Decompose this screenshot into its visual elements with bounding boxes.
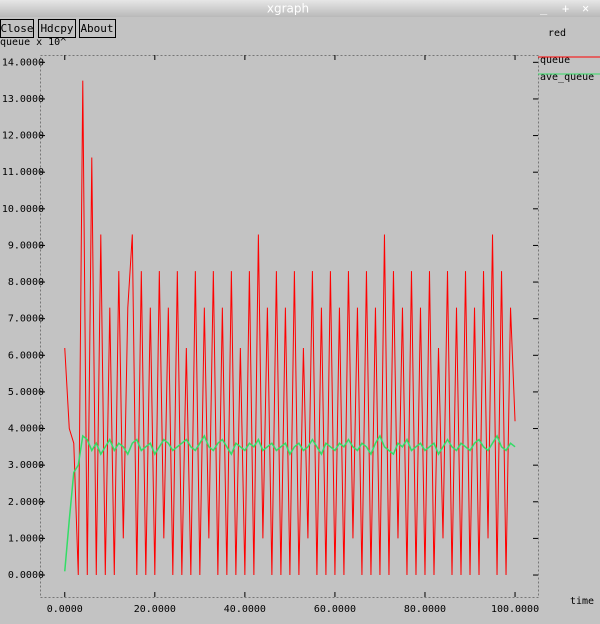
x-tick-label: 20.0000 <box>134 604 176 615</box>
y-tick-label: 9.0000 <box>8 240 44 251</box>
y-tick-label: 12.0000 <box>2 131 44 142</box>
y-tick-label: 1.0000 <box>8 533 44 544</box>
button[interactable] <box>79 19 116 38</box>
y-tick-label: 8.0000 <box>8 277 44 288</box>
x-tick-label: 80.0000 <box>404 604 446 615</box>
minimize-button[interactable]: _ <box>540 1 548 15</box>
y-axis-label: queue x 10^ <box>0 37 66 48</box>
button-label[interactable]: About <box>80 22 113 35</box>
plot-frame <box>40 55 539 598</box>
window-title: xgraph <box>267 2 309 16</box>
y-tick-label: 5.0000 <box>8 387 44 398</box>
x-axis-label: time <box>570 596 594 607</box>
y-tick-label: 0.0000 <box>8 570 44 581</box>
y-tick-label: 6.0000 <box>8 350 44 361</box>
close-window-button[interactable]: × <box>582 2 589 16</box>
series-line <box>64 80 516 576</box>
y-tick-label: 13.0000 <box>2 94 44 105</box>
title-bar <box>0 0 600 17</box>
y-tick-label: 3.0000 <box>8 460 44 471</box>
x-tick-label: 0.0000 <box>47 604 83 615</box>
legend-label: queue <box>540 55 570 66</box>
x-tick-label: 60.0000 <box>314 604 356 615</box>
y-tick-label: 11.0000 <box>2 167 44 178</box>
side-label: red <box>548 28 566 39</box>
maximize-button[interactable]: + <box>562 2 569 16</box>
button[interactable] <box>0 19 34 38</box>
button-label[interactable]: Close <box>0 22 33 35</box>
y-tick-label: 7.0000 <box>8 314 44 325</box>
y-tick-label: 10.0000 <box>2 204 44 215</box>
x-tick-label: 40.0000 <box>224 604 266 615</box>
y-tick-label: 4.0000 <box>8 424 44 435</box>
x-tick-label: 100.0000 <box>491 604 539 615</box>
plot: 0.0000 1.0000 2.0000 3.0000 4.0000 5.0000 6.00… <box>2 55 539 615</box>
legend-label: ave_queue <box>540 72 594 83</box>
y-tick-label: 14.0000 <box>2 57 44 68</box>
button[interactable] <box>38 19 76 38</box>
button-label[interactable]: Hdcpy <box>40 22 73 35</box>
y-tick-label: 2.0000 <box>8 497 44 508</box>
series-line <box>64 434 516 572</box>
